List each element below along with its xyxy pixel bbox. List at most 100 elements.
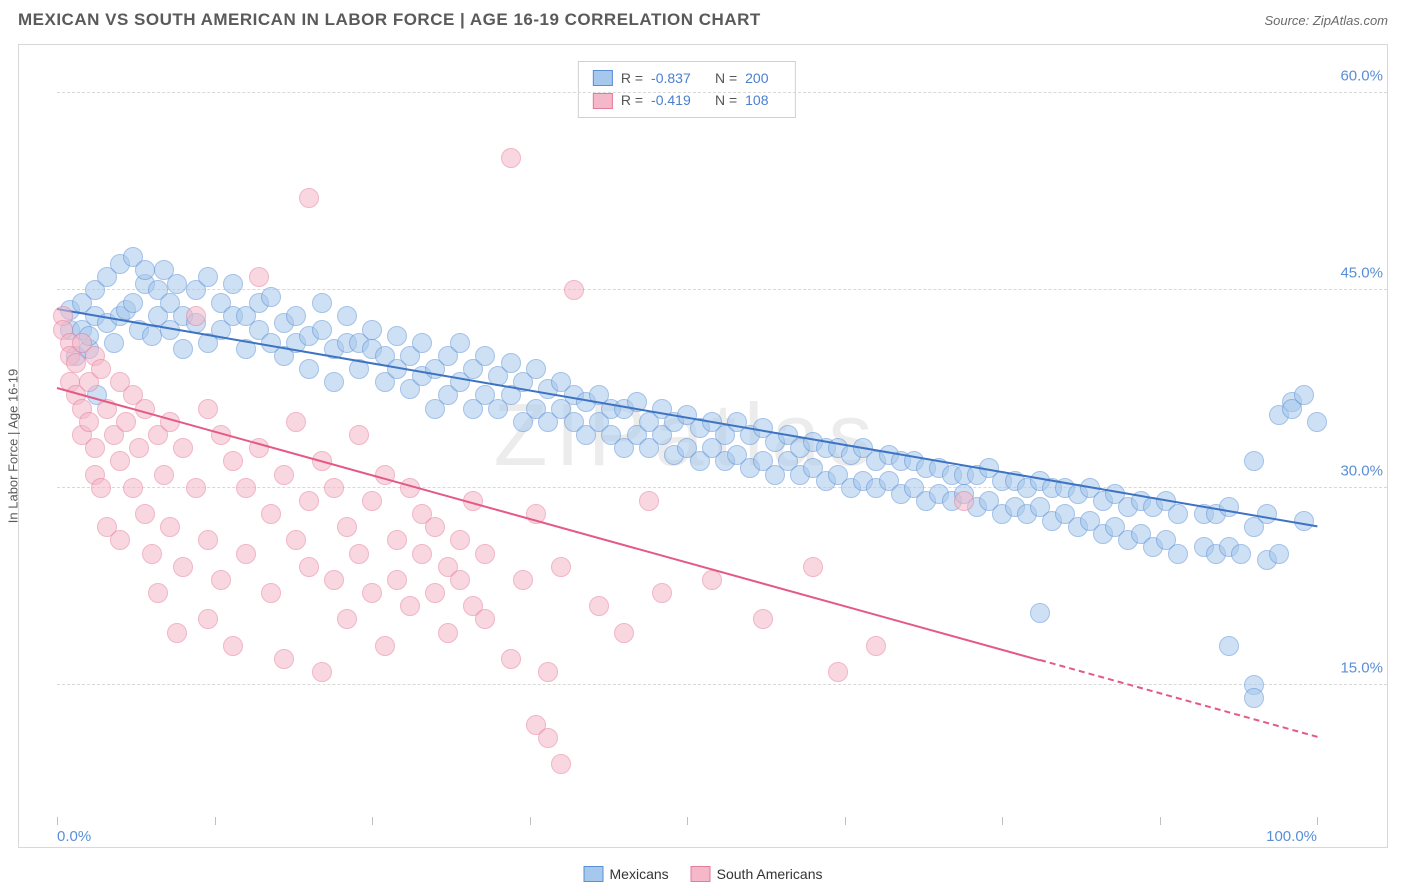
data-point <box>551 557 571 577</box>
series-legend: Mexicans South Americans <box>584 866 823 882</box>
data-point <box>274 649 294 669</box>
data-point <box>274 465 294 485</box>
data-point <box>387 570 407 590</box>
data-point <box>167 274 187 294</box>
data-point <box>803 557 823 577</box>
data-point <box>299 557 319 577</box>
data-point <box>85 438 105 458</box>
data-point <box>475 544 495 564</box>
y-tick-label: 30.0% <box>1340 462 1383 479</box>
data-point <box>702 570 722 590</box>
data-point <box>312 662 332 682</box>
data-point <box>400 596 420 616</box>
data-point <box>954 491 974 511</box>
data-point <box>312 293 332 313</box>
data-point <box>324 478 344 498</box>
data-point <box>1257 504 1277 524</box>
data-point <box>116 412 136 432</box>
gridline <box>57 684 1387 685</box>
legend-item: South Americans <box>691 866 823 882</box>
stat-n-label: N = <box>711 67 737 89</box>
y-tick-label: 45.0% <box>1340 265 1383 282</box>
data-point <box>299 359 319 379</box>
data-point <box>123 293 143 313</box>
data-point <box>160 517 180 537</box>
data-point <box>142 326 162 346</box>
data-point <box>1244 451 1264 471</box>
data-point <box>299 491 319 511</box>
data-point <box>135 260 155 280</box>
data-point <box>286 306 306 326</box>
data-point <box>349 544 369 564</box>
data-point <box>1219 497 1239 517</box>
data-point <box>564 280 584 300</box>
data-point <box>142 544 162 564</box>
legend-swatch <box>593 93 613 109</box>
stat-n-value: 108 <box>745 89 781 111</box>
data-point <box>223 451 243 471</box>
x-tick <box>215 817 216 825</box>
data-point <box>135 504 155 524</box>
data-point <box>639 491 659 511</box>
data-point <box>104 333 124 353</box>
data-point <box>1231 544 1251 564</box>
data-point <box>198 267 218 287</box>
data-point <box>337 609 357 629</box>
data-point <box>123 478 143 498</box>
data-point <box>110 530 130 550</box>
data-point <box>1307 412 1327 432</box>
data-point <box>261 287 281 307</box>
data-point <box>362 320 382 340</box>
stat-r-label: R = <box>621 67 643 89</box>
data-point <box>337 306 357 326</box>
data-point <box>249 267 269 287</box>
data-point <box>425 517 445 537</box>
data-point <box>450 570 470 590</box>
chart-container: In Labor Force | Age 16-19 ZIPatlas R =-… <box>18 44 1388 848</box>
stat-n-label: N = <box>711 89 737 111</box>
data-point <box>412 544 432 564</box>
x-tick <box>530 817 531 825</box>
data-point <box>129 438 149 458</box>
x-tick <box>57 817 58 825</box>
data-point <box>236 478 256 498</box>
data-point <box>412 333 432 353</box>
legend-label: Mexicans <box>610 866 669 882</box>
data-point <box>753 609 773 629</box>
data-point <box>186 306 206 326</box>
y-axis-label: In Labor Force | Age 16-19 <box>6 369 21 523</box>
data-point <box>261 583 281 603</box>
data-point <box>1269 544 1289 564</box>
data-point <box>475 609 495 629</box>
data-point <box>198 609 218 629</box>
data-point <box>1244 688 1264 708</box>
data-point <box>450 530 470 550</box>
stats-row: R =-0.419 N =108 <box>593 89 781 111</box>
data-point <box>450 333 470 353</box>
gridline <box>57 289 1387 290</box>
data-point <box>91 478 111 498</box>
data-point <box>866 636 886 656</box>
y-tick-label: 15.0% <box>1340 660 1383 677</box>
legend-swatch <box>593 70 613 86</box>
data-point <box>66 353 86 373</box>
data-point <box>438 623 458 643</box>
x-tick <box>1002 817 1003 825</box>
data-point <box>198 530 218 550</box>
data-point <box>324 570 344 590</box>
trend-line <box>1040 659 1318 738</box>
x-tick <box>687 817 688 825</box>
legend-item: Mexicans <box>584 866 669 882</box>
data-point <box>211 570 231 590</box>
data-point <box>1030 603 1050 623</box>
data-point <box>1294 385 1314 405</box>
legend-label: South Americans <box>717 866 823 882</box>
data-point <box>167 623 187 643</box>
data-point <box>286 412 306 432</box>
data-point <box>1168 544 1188 564</box>
data-point <box>1168 504 1188 524</box>
x-tick-label: 0.0% <box>57 828 91 845</box>
data-point <box>652 583 672 603</box>
data-point <box>501 148 521 168</box>
data-point <box>551 754 571 774</box>
